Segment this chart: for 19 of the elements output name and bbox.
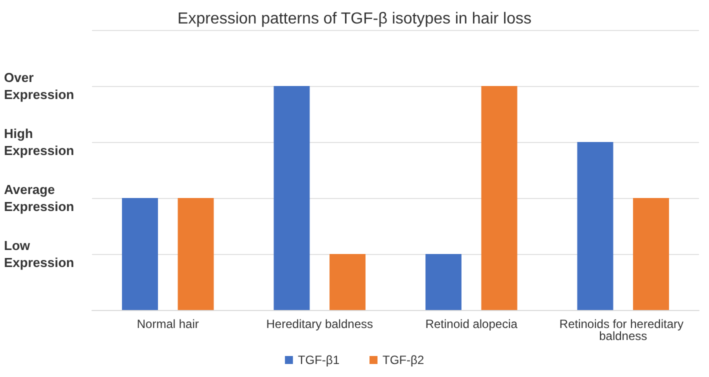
- bar: [577, 142, 614, 310]
- x-tick-label: Normal hair: [136, 317, 199, 331]
- bar: [481, 86, 518, 310]
- bar: [633, 198, 670, 310]
- bar: [122, 198, 158, 310]
- text: Over Expression: [4, 70, 74, 102]
- text: Average Expression: [4, 182, 74, 214]
- bar: [330, 254, 366, 310]
- legend-label: TGF-β2: [382, 353, 424, 367]
- legend-label: TGF-β1: [298, 353, 340, 367]
- bar: [274, 86, 310, 310]
- x-tick-label: Retinoids for hereditary baldness: [559, 317, 687, 343]
- x-tick-label: Hereditary baldness: [266, 317, 373, 331]
- text: Low Expression: [4, 238, 74, 270]
- x-tick-label: Retinoid alopecia: [425, 317, 518, 331]
- bar: [178, 198, 214, 310]
- bar: [425, 254, 462, 310]
- text: High Expression: [4, 126, 74, 158]
- chart-title: Expression patterns of TGF-β isotypes in hair loss: [178, 10, 532, 28]
